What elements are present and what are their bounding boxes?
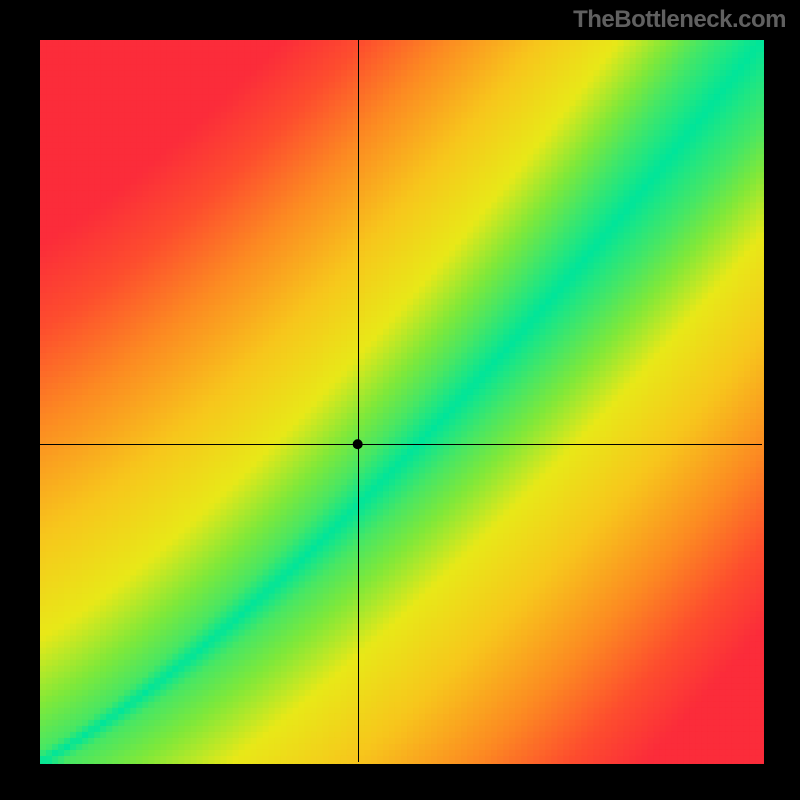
watermark-text: TheBottleneck.com [573,6,786,34]
chart-container: TheBottleneck.com [0,0,800,800]
bottleneck-heatmap [0,0,800,800]
